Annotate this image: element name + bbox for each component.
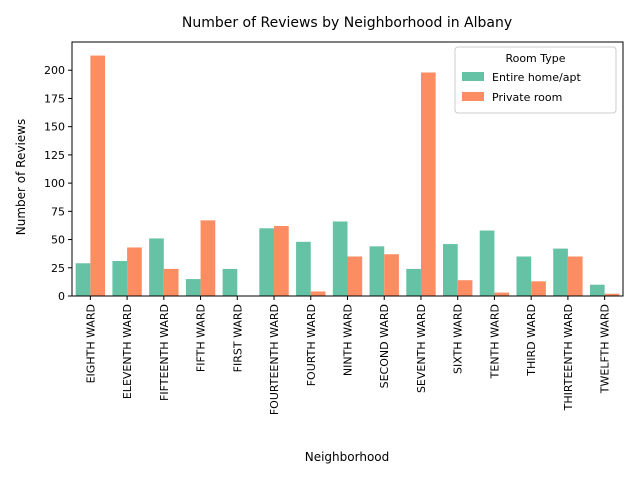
y-tick-label: 25 (51, 262, 65, 275)
y-tick-label: 75 (51, 205, 65, 218)
bar (406, 268, 421, 296)
y-tick-label: 125 (44, 149, 65, 162)
bar (332, 221, 348, 296)
bar (127, 247, 142, 296)
x-tick-label: EIGHTH WARD (84, 304, 97, 383)
bar (149, 238, 164, 296)
x-tick-label: FOURTH WARD (305, 304, 318, 386)
x-tick-label: TWELFTH WARD (599, 304, 612, 394)
x-tick-label: ELEVENTH WARD (121, 304, 134, 399)
y-tick-label: 100 (44, 177, 65, 190)
x-tick-label: FIFTEENTH WARD (158, 304, 171, 401)
bar (90, 55, 106, 296)
bar (420, 72, 436, 296)
x-tick-label: FOURTEENTH WARD (268, 304, 281, 415)
chart-title: Number of Reviews by Neighborhood in Alb… (182, 15, 512, 31)
bar (384, 254, 399, 296)
y-tick-label: 0 (58, 290, 65, 303)
legend: Room Type Entire home/apt Private room (454, 46, 617, 114)
bar (200, 220, 216, 296)
x-tick-label: SEVENTH WARD (415, 304, 428, 393)
bar (604, 293, 620, 296)
x-tick-label: THIRD WARD (525, 304, 538, 377)
y-tick-label: 50 (51, 234, 65, 247)
bar (516, 256, 532, 296)
x-tick-label: NINTH WARD (342, 304, 355, 376)
legend-entry: Entire home/apt (492, 71, 581, 84)
bar (75, 263, 91, 296)
bar (274, 226, 289, 296)
y-tick-label: 175 (44, 92, 65, 105)
bar (531, 281, 546, 296)
y-tick-label: 150 (44, 121, 65, 134)
bar (259, 228, 275, 296)
x-tick-label: THIRTEENTH WARD (562, 304, 575, 411)
x-axis-label: Neighborhood (305, 450, 390, 464)
bar (310, 291, 326, 296)
plot-area: 0 25 50 75 100 125 150 175 200 EIGHTH WARD ELEVENT… (44, 41, 624, 415)
y-axis-label: Number of Reviews (14, 119, 28, 235)
legend-swatch (462, 72, 484, 81)
bar (457, 280, 473, 296)
x-tick-label: SIXTH WARD (452, 304, 465, 374)
bar (296, 241, 311, 296)
bar (553, 248, 568, 296)
bar (112, 261, 128, 296)
bar (222, 268, 238, 296)
bar (479, 230, 495, 296)
legend-swatch (462, 92, 484, 101)
bar (369, 246, 385, 296)
x-tick-label: FIRST WARD (231, 304, 244, 372)
x-tick-label: TENTH WARD (488, 304, 501, 379)
bar (494, 292, 510, 296)
legend-frame (454, 46, 617, 114)
bar (567, 256, 583, 296)
legend-title: Room Type (505, 52, 565, 65)
x-tick-label: FIFTH WARD (195, 304, 208, 372)
x-tick-label: SECOND WARD (378, 304, 391, 388)
legend-entry: Private room (492, 91, 562, 104)
bar (347, 256, 363, 296)
bar (589, 284, 605, 296)
bar (185, 279, 201, 296)
bar (443, 244, 458, 296)
y-tick-label: 200 (44, 64, 65, 77)
bar (163, 268, 179, 296)
